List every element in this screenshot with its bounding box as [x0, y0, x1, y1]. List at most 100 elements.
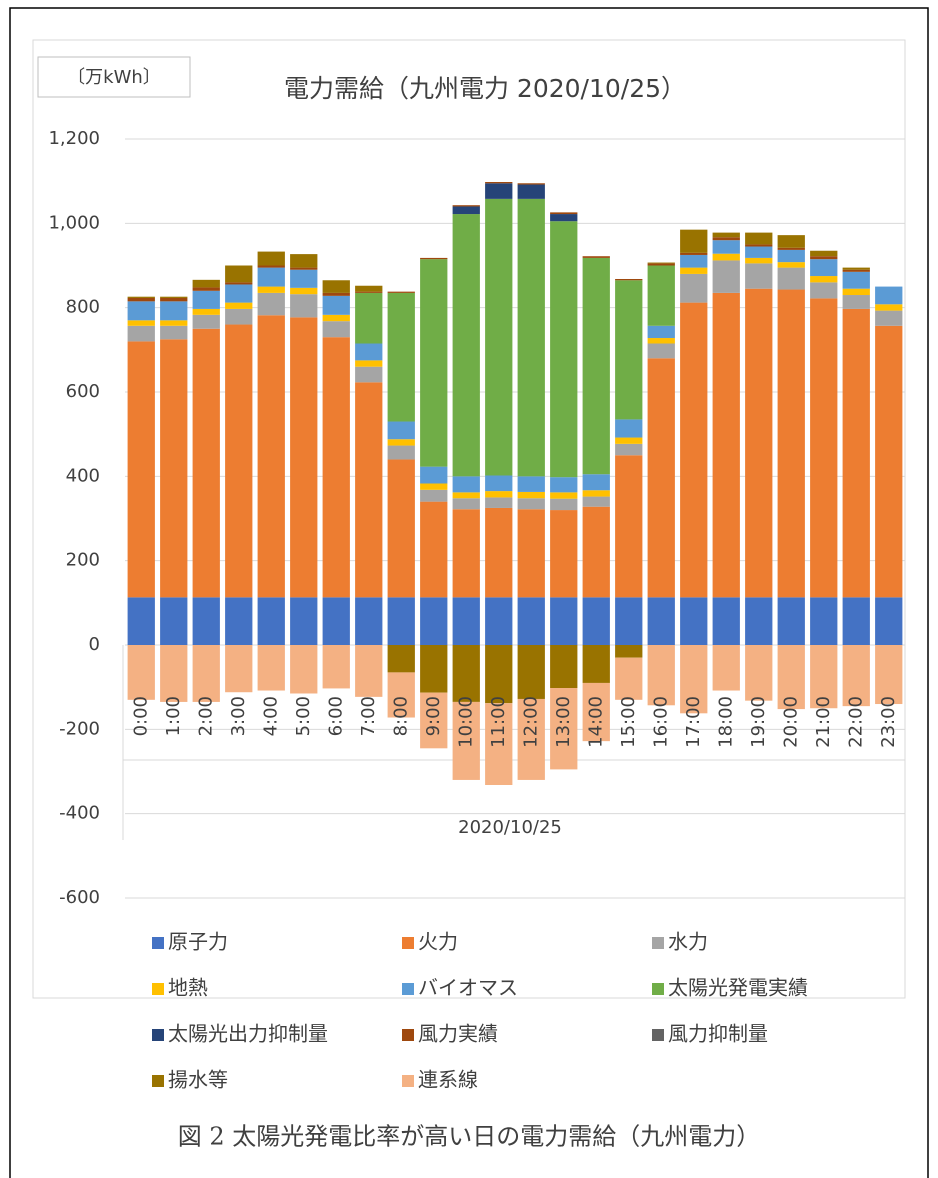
bar-segment — [387, 292, 415, 422]
x-tick-label: 18:00 — [715, 696, 736, 748]
bar-segment — [550, 510, 578, 598]
bar-segment — [452, 701, 480, 780]
x-tick-label: 8:00 — [390, 696, 411, 736]
bar-segment — [777, 235, 805, 248]
bar-segment — [355, 597, 383, 645]
bar-segment — [647, 265, 675, 326]
bar-segment — [257, 645, 285, 691]
bar-segment — [810, 597, 838, 645]
y-tick-label: -200 — [59, 718, 100, 739]
bar-segment — [517, 597, 545, 645]
bar-segment — [810, 282, 838, 299]
bar-segment — [810, 256, 838, 260]
bar-segment — [517, 183, 545, 185]
bar-segment — [485, 645, 513, 704]
bar-segment — [257, 265, 285, 268]
bar-segment — [680, 273, 708, 303]
frame — [9, 7, 929, 1178]
bar-segment — [452, 206, 480, 215]
y-tick-label: 0 — [89, 634, 100, 655]
bar-segment — [712, 292, 740, 598]
bar-segment — [550, 477, 578, 493]
bar-segment — [257, 597, 285, 645]
bar-segment — [192, 328, 220, 598]
unit-label: 〔万kWh〕 — [67, 67, 161, 88]
bar-segment — [615, 437, 643, 444]
legend-swatch — [152, 1075, 164, 1087]
x-tick-label: 19:00 — [748, 696, 769, 748]
bar-segment — [355, 366, 383, 383]
bar-segment — [680, 597, 708, 645]
bar-segment — [550, 645, 578, 689]
x-tick-label: 0:00 — [130, 696, 151, 736]
bar-segment — [290, 294, 318, 318]
bar-segment — [517, 476, 545, 492]
bar-segment — [160, 597, 188, 645]
x-tick-label: 12:00 — [520, 696, 541, 748]
bar-segment — [550, 597, 578, 645]
bar-segment — [452, 214, 480, 477]
bar-segment — [745, 645, 773, 701]
bar-segment — [582, 257, 610, 475]
bar-segment — [615, 280, 643, 420]
bar-segment — [680, 645, 708, 714]
bar-segment — [257, 315, 285, 598]
bar-segment — [192, 290, 220, 309]
bar-segment — [615, 645, 643, 658]
x-tick-label: 17:00 — [683, 696, 704, 748]
bar-segment — [192, 279, 220, 288]
bar-segment — [615, 657, 643, 700]
bar-segment — [582, 490, 610, 497]
bar-segment — [420, 645, 448, 693]
bar-segment — [355, 645, 383, 697]
bar-segment — [582, 256, 610, 258]
legend-label: 風力抑制量 — [668, 1022, 768, 1046]
bar-segment — [485, 182, 513, 184]
bar-segment — [192, 314, 220, 329]
bar-segment — [290, 269, 318, 288]
bar-segment — [322, 292, 350, 296]
bar-segment — [712, 260, 740, 293]
bar-segment — [452, 492, 480, 499]
bar-segment — [615, 455, 643, 598]
bar-segment — [777, 645, 805, 710]
x-tick-label: 5:00 — [293, 696, 314, 736]
x-axis-label: 2020/10/25 — [458, 817, 562, 838]
bar-segment — [842, 269, 870, 272]
bar-segment — [322, 314, 350, 322]
bar-segment — [355, 382, 383, 598]
bar-segment — [127, 320, 155, 326]
bar-segment — [842, 308, 870, 598]
y-tick-label: 600 — [66, 381, 100, 402]
legend-swatch — [652, 937, 664, 949]
bar-segment — [647, 263, 675, 266]
unit-box — [37, 56, 191, 98]
x-tick-label: 4:00 — [260, 696, 281, 736]
legend-swatch — [152, 937, 164, 949]
bar-segment — [485, 491, 513, 498]
bar-segment — [647, 338, 675, 344]
x-tick-label: 6:00 — [325, 696, 346, 736]
bar-segment — [192, 645, 220, 702]
bar-segment — [810, 298, 838, 598]
bar-segment — [452, 645, 480, 702]
bar-segment — [127, 325, 155, 342]
bar-segment — [485, 198, 513, 476]
bar-segment — [745, 244, 773, 247]
bar-segment — [322, 321, 350, 338]
legend-label: 揚水等 — [168, 1068, 228, 1092]
bar-segment — [777, 267, 805, 290]
legend-swatch — [652, 983, 664, 995]
bar-segment — [127, 645, 155, 700]
bar-segment — [647, 262, 675, 264]
bar-segment — [647, 343, 675, 359]
bar-segment — [322, 645, 350, 689]
x-tick-label: 20:00 — [780, 696, 801, 748]
bar-segment — [615, 597, 643, 645]
bar-segment — [257, 251, 285, 266]
x-tick-label: 1:00 — [163, 696, 184, 736]
bar-segment — [355, 360, 383, 367]
bar-segment — [452, 476, 480, 493]
legend-swatch — [152, 983, 164, 995]
